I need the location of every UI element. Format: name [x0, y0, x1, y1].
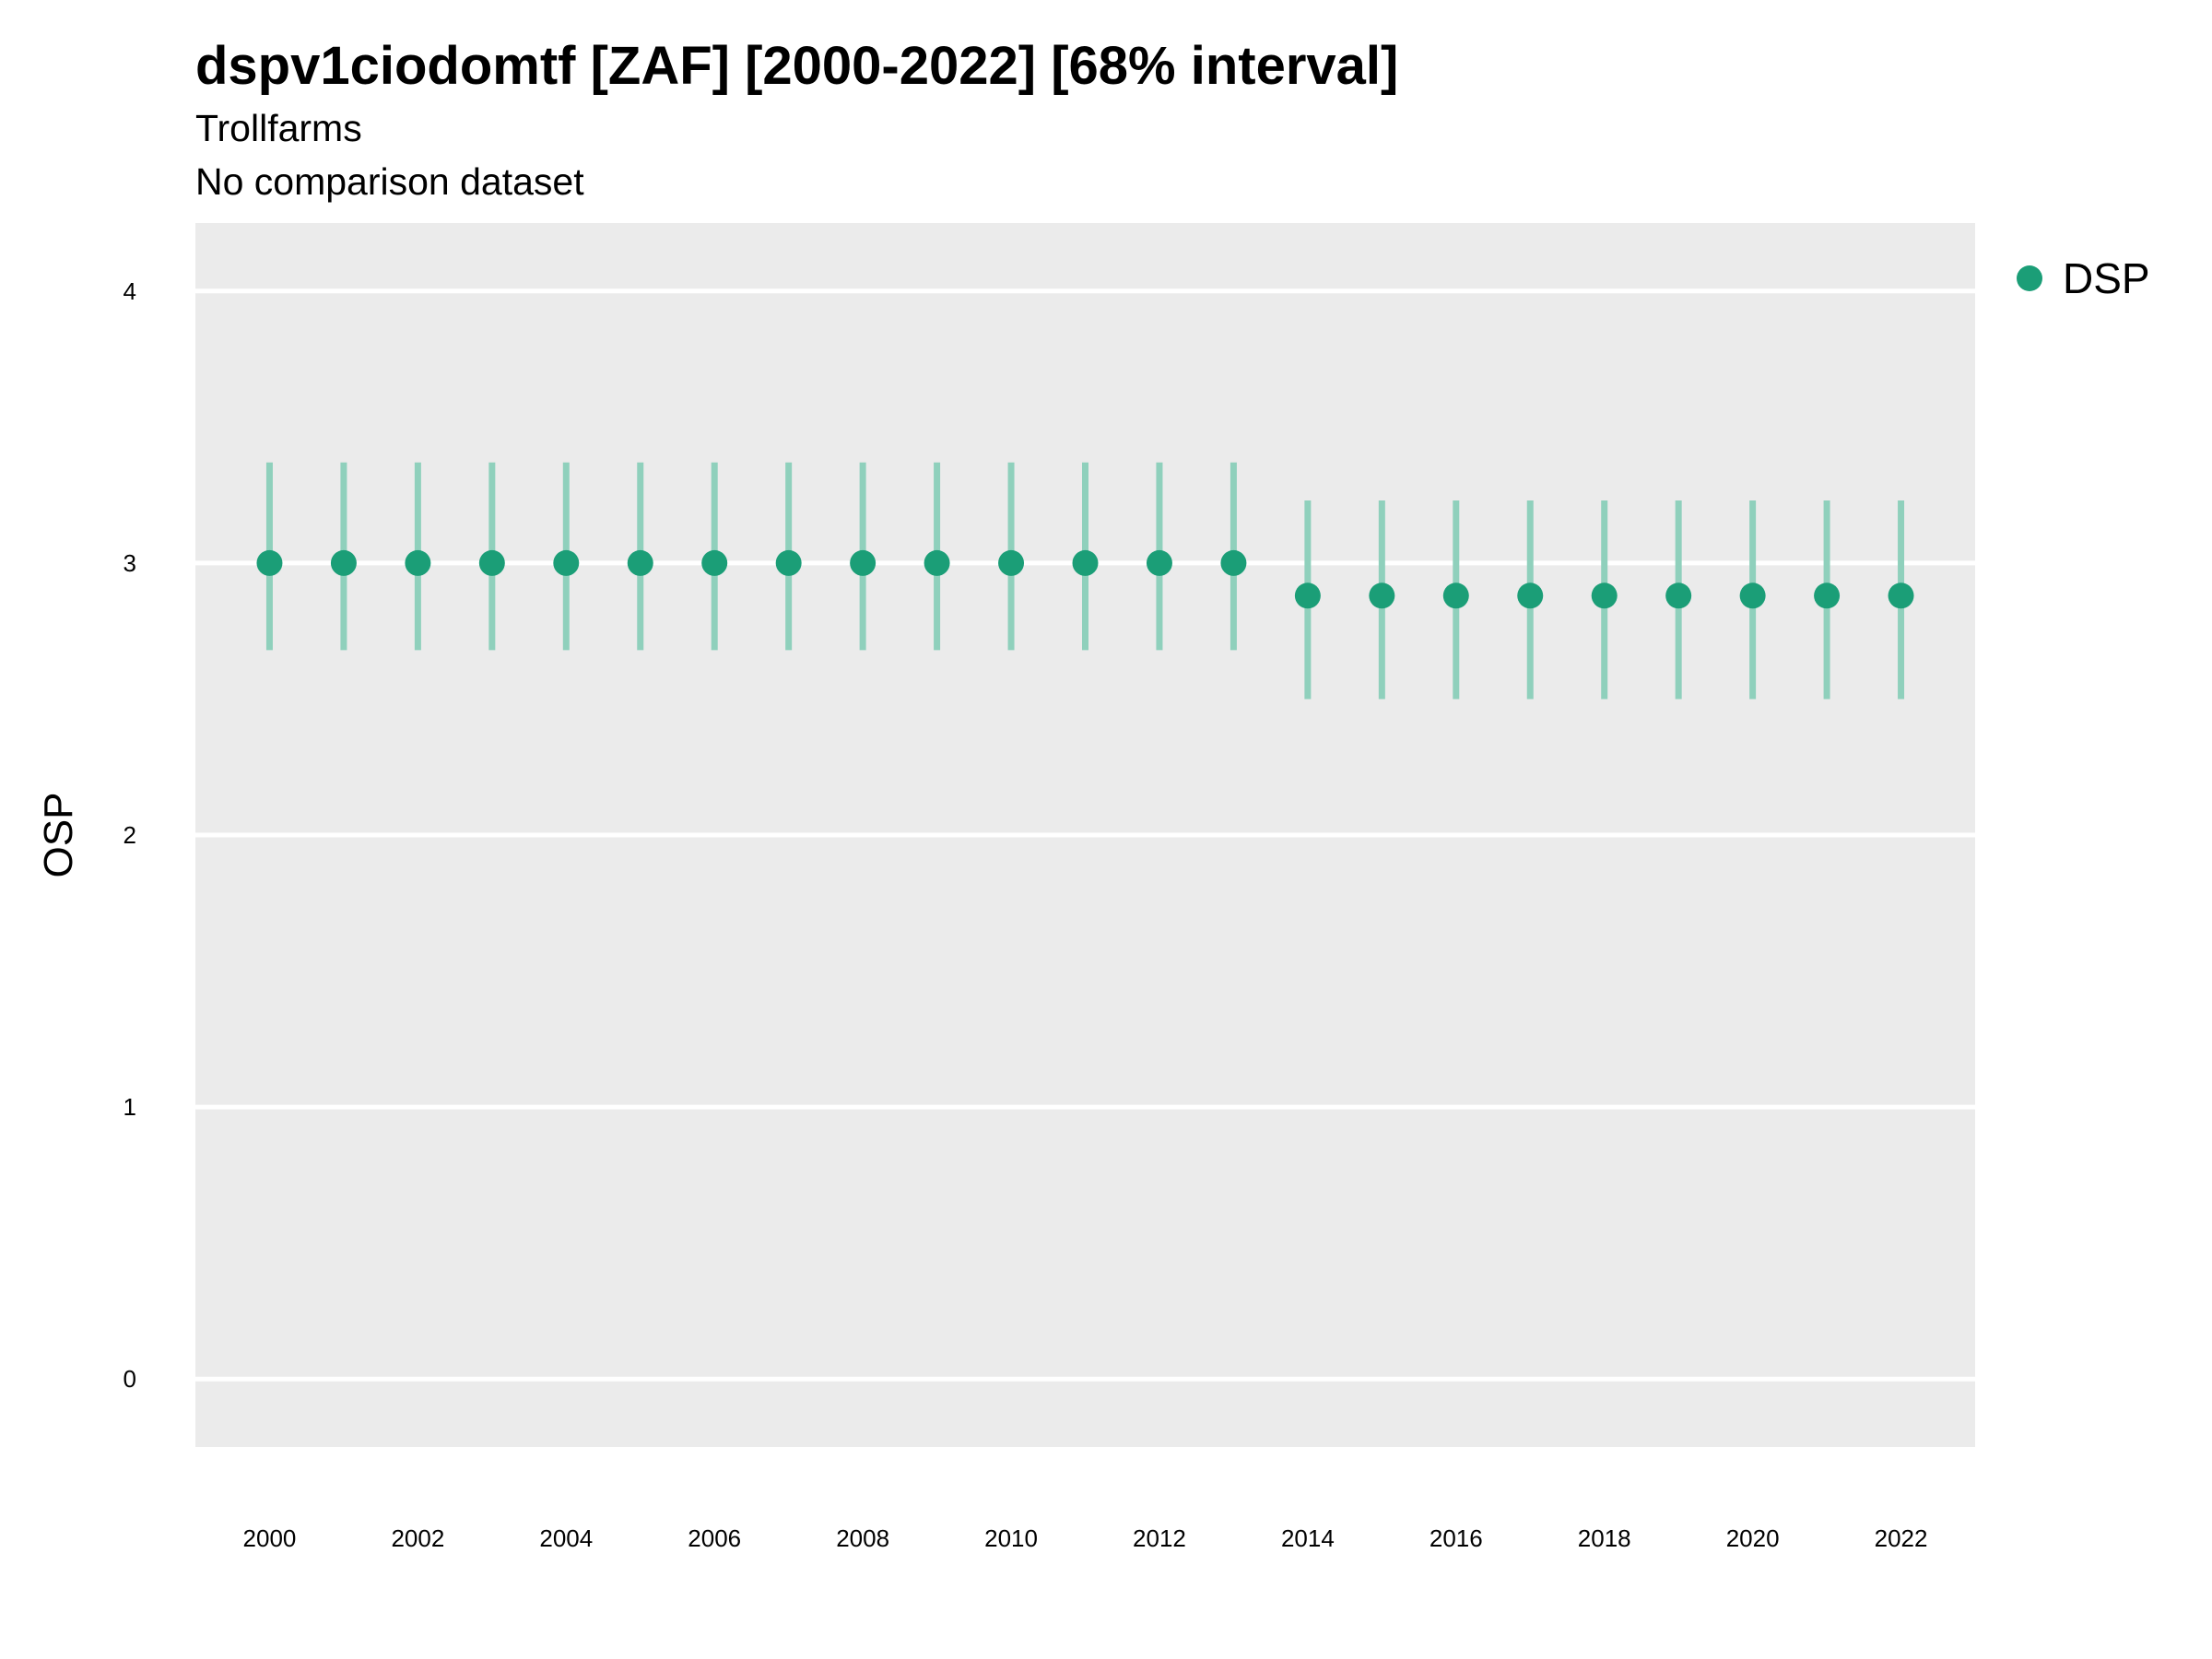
- legend-label-dsp: DSP: [2063, 254, 2150, 302]
- x-tick-label: 2018: [1578, 1524, 1631, 1552]
- data-point: [627, 549, 653, 576]
- data-point: [998, 549, 1025, 576]
- data-point: [1739, 582, 1766, 609]
- y-tick-label: 3: [124, 549, 136, 577]
- data-point: [1517, 582, 1544, 609]
- data-point: [478, 549, 505, 576]
- data-point: [850, 549, 877, 576]
- x-tick-label: 2004: [539, 1524, 593, 1552]
- data-point: [1665, 582, 1692, 609]
- x-tick-label: 2022: [1875, 1524, 1928, 1552]
- data-point: [1442, 582, 1469, 609]
- chart-subtitle-source: Trollfarms: [195, 107, 362, 149]
- y-tick-label: 0: [124, 1365, 136, 1393]
- y-axis-label: OSP: [36, 793, 81, 878]
- data-point: [1814, 582, 1841, 609]
- data-point: [1294, 582, 1321, 609]
- chart-subtitle-comparison: No comparison dataset: [195, 160, 584, 203]
- y-tick-label: 4: [124, 277, 136, 305]
- chart-title: dspv1ciodomtf [ZAF] [2000-2022] [68% int…: [195, 36, 1399, 96]
- x-tick-label: 2016: [1430, 1524, 1483, 1552]
- legend: DSP: [2017, 254, 2150, 302]
- x-tick-label: 2014: [1281, 1524, 1335, 1552]
- data-point: [924, 549, 950, 576]
- x-axis-ticks: 2000 2002 2004 2006 2008 2010 2012 2014 2016 2018…: [243, 1524, 1928, 1552]
- x-tick-label: 2006: [688, 1524, 741, 1552]
- x-tick-label: 2010: [984, 1524, 1038, 1552]
- data-point: [775, 549, 802, 576]
- x-tick-label: 2012: [1133, 1524, 1186, 1552]
- y-tick-label: 2: [124, 821, 136, 849]
- data-point: [553, 549, 580, 576]
- legend-key-dsp: [2017, 265, 2042, 291]
- x-tick-label: 2008: [836, 1524, 889, 1552]
- data-point: [330, 549, 357, 576]
- data-point: [1369, 582, 1395, 609]
- data-point: [1591, 582, 1618, 609]
- x-tick-label: 2020: [1726, 1524, 1780, 1552]
- y-tick-label: 1: [124, 1093, 136, 1121]
- data-point: [1220, 549, 1247, 576]
- data-point: [1888, 582, 1914, 609]
- data-points: [256, 549, 1914, 609]
- data-point: [1072, 549, 1099, 576]
- data-point: [701, 549, 728, 576]
- data-point: [1146, 549, 1172, 576]
- data-point: [405, 549, 431, 576]
- x-tick-label: 2000: [243, 1524, 297, 1552]
- y-axis-ticks: 0 1 2 3 4: [124, 277, 136, 1393]
- data-point: [256, 549, 283, 576]
- x-tick-label: 2002: [391, 1524, 444, 1552]
